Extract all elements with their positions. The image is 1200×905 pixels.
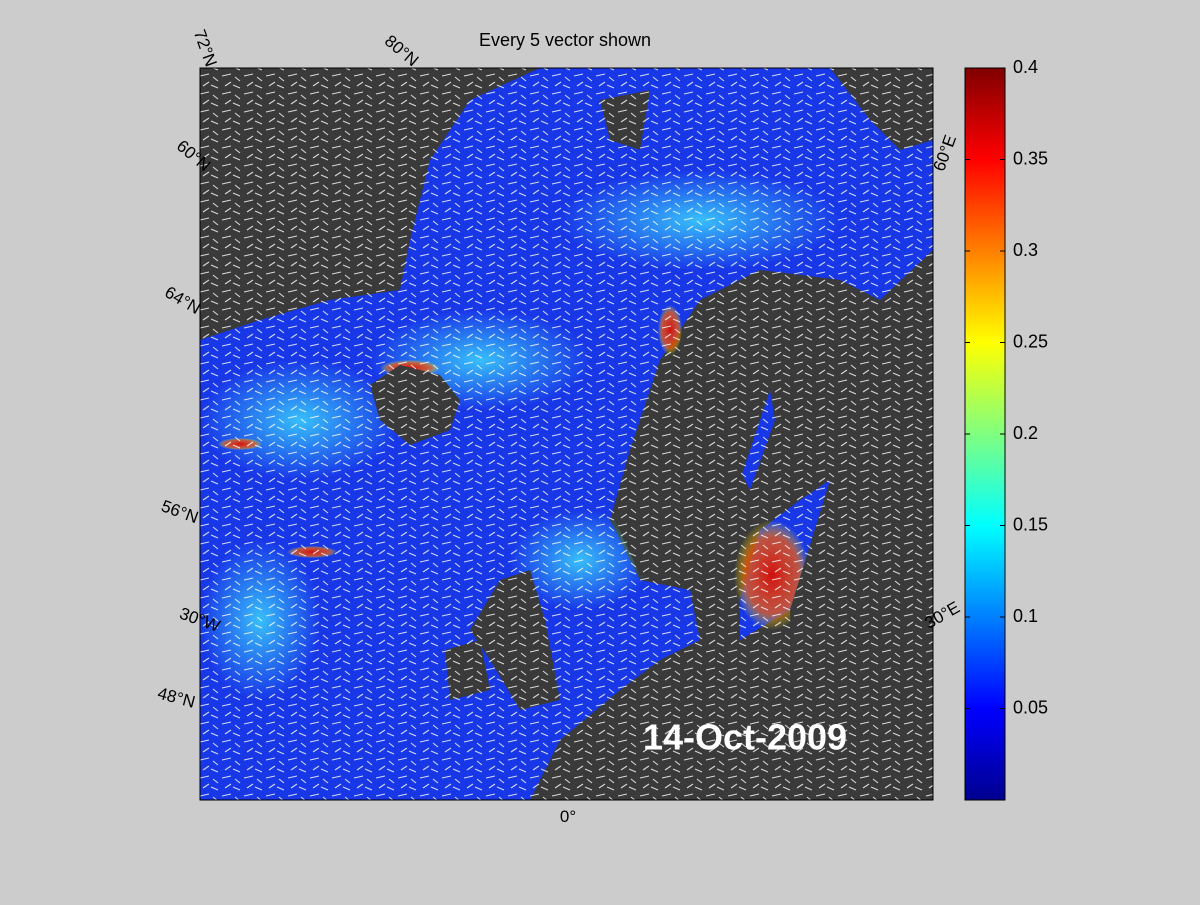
colorbar-tick-label: 0.2 <box>1013 423 1038 443</box>
colorbar-tick-label: 0.3 <box>1013 240 1038 260</box>
colorbar-tick-label: 0.05 <box>1013 697 1048 717</box>
lat-label: 48°N <box>156 684 198 712</box>
map-title: Every 5 vector shown <box>479 30 651 50</box>
lat-label: 56°N <box>159 496 201 527</box>
map-frame <box>199 67 934 801</box>
colorbar-tick-label: 0.25 <box>1013 331 1048 351</box>
lat-label: 64°N <box>162 283 204 318</box>
map <box>199 67 934 801</box>
colorbar-scale <box>964 67 1006 801</box>
colorbar-tick-label: 0.1 <box>1013 606 1038 626</box>
colorbar-tick-label: 0.35 <box>1013 148 1048 168</box>
date-label: 14-Oct-2009 <box>643 717 847 758</box>
vector-field <box>200 68 933 800</box>
colorbar-tick-label: 0.4 <box>1013 57 1038 77</box>
colorbar: 0.05 0.1 0.15 0.2 0.25 0.3 0.35 0.4 <box>964 57 1048 801</box>
lon-label: 60°E <box>930 132 961 173</box>
colorbar-tick-label: 0.15 <box>1013 514 1048 534</box>
lat-label: 80°N <box>381 31 422 70</box>
lat-label: 72°N <box>190 27 221 69</box>
lon-label: 0° <box>560 807 576 826</box>
